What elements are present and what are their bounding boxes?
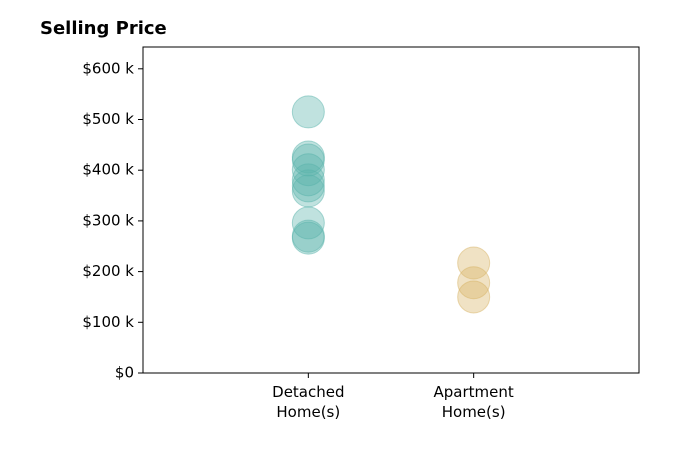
y-tick-label: $100 k bbox=[82, 313, 134, 331]
y-tick-label: $600 k bbox=[82, 59, 134, 77]
chart-title: Selling Price bbox=[40, 18, 167, 39]
plot-frame bbox=[142, 46, 640, 374]
y-tick-label: $400 k bbox=[82, 161, 134, 179]
y-tick-label: $200 k bbox=[82, 262, 134, 280]
point bbox=[457, 280, 491, 314]
point bbox=[291, 169, 325, 203]
y-tick-label: $300 k bbox=[82, 211, 134, 229]
y-tick-label: $500 k bbox=[82, 110, 134, 128]
x-tick-label: Apartment Home(s) bbox=[433, 383, 514, 421]
point bbox=[291, 143, 325, 177]
point bbox=[291, 206, 325, 240]
x-tick-label: Detached Home(s) bbox=[272, 383, 345, 421]
point bbox=[291, 95, 325, 129]
y-tick-label: $0 bbox=[115, 364, 134, 382]
point bbox=[457, 266, 491, 300]
point bbox=[291, 174, 325, 208]
point bbox=[291, 221, 325, 255]
point bbox=[457, 246, 491, 280]
